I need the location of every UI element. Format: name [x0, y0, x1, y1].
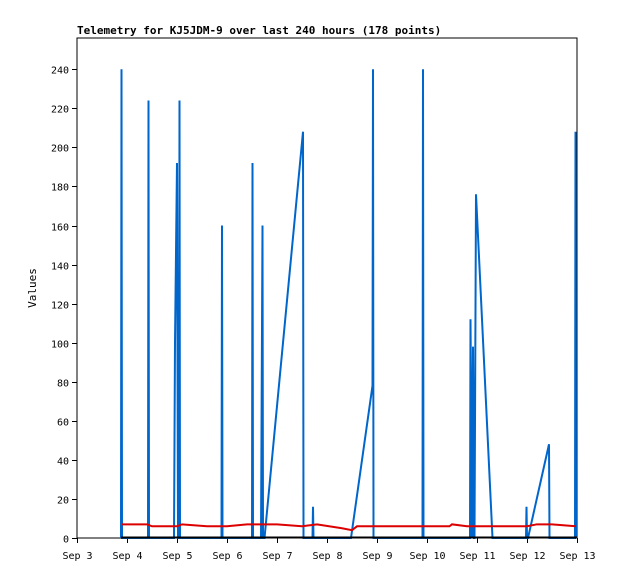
y-tick-label: 200: [51, 144, 69, 155]
x-tick-label: Sep 7: [262, 551, 292, 562]
x-tick-label: Sep 5: [162, 551, 192, 562]
x-tick-label: Sep 6: [212, 551, 242, 562]
x-tick-label: Sep 9: [362, 551, 392, 562]
y-tick-label: 60: [57, 418, 69, 429]
series-layer: [120, 69, 577, 539]
plot-border: [76, 37, 578, 539]
x-tick-label: Sep 10: [409, 551, 445, 562]
y-tick-label: 160: [51, 223, 69, 234]
y-tick-label: 20: [57, 496, 69, 507]
y-tick-label: 140: [51, 262, 69, 273]
x-tick-label: Sep 3: [62, 551, 92, 562]
y-tick-label: 40: [57, 457, 69, 468]
y-tick-label: 220: [51, 105, 69, 116]
y-tick-label: 120: [51, 301, 69, 312]
y-tick-label: 100: [51, 340, 69, 351]
chart-title: Telemetry for KJ5JDM-9 over last 240 hou…: [77, 24, 441, 37]
y-tick-label: 180: [51, 183, 69, 194]
x-tick-label: Sep 8: [312, 551, 342, 562]
series-line-red: [122, 523, 577, 532]
y-tick-label: 0: [63, 535, 69, 546]
x-axis-ticks: Sep 3 Sep 4 Sep 5 Sep 6 Sep 7 Sep 8 Sep 9 Sep 1…: [62, 538, 596, 562]
y-axis-label: Values: [26, 268, 39, 308]
plot-frame: [76, 37, 578, 539]
x-tick-label: Sep 13: [559, 551, 595, 562]
x-tick-label: Sep 12: [509, 551, 545, 562]
x-tick-label: Sep 11: [459, 551, 495, 562]
y-tick-label: 80: [57, 379, 69, 390]
x-tick-label: Sep 4: [112, 551, 142, 562]
series-line-blue: [120, 69, 577, 539]
y-axis-ticks: 0 20 40 60 80 100 120 140 160 180 200 220 240: [51, 66, 77, 546]
y-tick-label: 240: [51, 66, 69, 77]
